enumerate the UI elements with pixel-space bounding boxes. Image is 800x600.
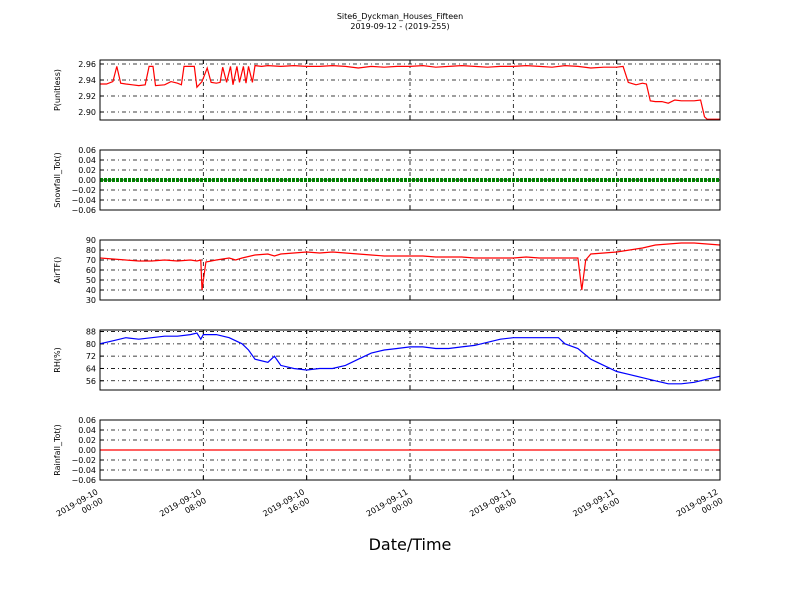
y-tick-label: −0.02 bbox=[71, 456, 96, 465]
y-axis-label: AirTF() bbox=[53, 257, 62, 284]
series-line bbox=[100, 332, 720, 385]
panel-2: 0.060.040.020.00−0.02−0.04−0.06 Snowfall_… bbox=[53, 146, 721, 215]
y-tick-label: 64 bbox=[86, 364, 96, 373]
y-axis-label: Snowfall_Tot() bbox=[53, 152, 62, 208]
y-tick-label: −0.06 bbox=[71, 206, 96, 215]
y-axis-label: P(unitless) bbox=[53, 69, 62, 111]
y-tick-label: −0.04 bbox=[71, 196, 96, 205]
y-tick-label: 80 bbox=[86, 340, 96, 349]
y-tick-label: 30 bbox=[86, 296, 96, 305]
series-line bbox=[100, 242, 720, 291]
y-tick-label: 0.04 bbox=[78, 156, 96, 165]
panel-frame bbox=[99, 329, 721, 391]
panel-4: 88 80 72 64 56 RH(%) bbox=[53, 328, 721, 391]
panel-frame bbox=[99, 419, 721, 481]
y-tick-label: 0.06 bbox=[78, 416, 96, 425]
y-tick-label: 2.90 bbox=[78, 108, 96, 117]
y-tick-label: 0.00 bbox=[78, 446, 96, 455]
panel-frame bbox=[99, 239, 721, 301]
y-tick-label: −0.02 bbox=[71, 186, 96, 195]
panel-1: 2.90 2.92 2.94 2.96 P(unitless) bbox=[53, 59, 721, 121]
y-tick-label: −0.04 bbox=[71, 466, 96, 475]
y-tick-label: 0.04 bbox=[78, 426, 96, 435]
panel-frame bbox=[99, 59, 721, 121]
panel-frame bbox=[99, 149, 721, 211]
panel-5: 0.060.040.020.00−0.02−0.04−0.06 Rainfall_… bbox=[53, 416, 721, 485]
y-tick-label: 0.00 bbox=[78, 176, 96, 185]
y-tick-label: 80 bbox=[86, 246, 96, 255]
y-tick-label: 50 bbox=[86, 276, 96, 285]
y-tick-label: −0.06 bbox=[71, 476, 96, 485]
y-tick-label: 40 bbox=[86, 286, 96, 295]
y-tick-label: 60 bbox=[86, 266, 96, 275]
y-axis-label: Rainfall_Tot() bbox=[53, 424, 62, 476]
y-tick-label: 72 bbox=[86, 352, 96, 361]
y-tick-label: 88 bbox=[86, 328, 96, 337]
y-tick-label: 0.02 bbox=[78, 436, 96, 445]
y-tick-label: 2.94 bbox=[78, 76, 96, 85]
y-tick-label: 56 bbox=[86, 377, 96, 386]
x-axis-label: Date/Time bbox=[369, 535, 452, 554]
y-axis-label: RH(%) bbox=[53, 347, 62, 372]
y-tick-label: 90 bbox=[86, 236, 96, 245]
y-tick-label: 0.02 bbox=[78, 166, 96, 175]
panels: 2.902.922.942.96P(unitless)0.060.040.020… bbox=[53, 59, 721, 485]
y-tick-label: 70 bbox=[86, 256, 96, 265]
series-line bbox=[100, 64, 720, 120]
chart-title: Site6_Dyckman_Houses_Fifteen bbox=[337, 12, 463, 21]
y-tick-label: 0.06 bbox=[78, 146, 96, 155]
y-tick-label: 2.96 bbox=[78, 60, 96, 69]
chart-subtitle: 2019-09-12 - (2019-255) bbox=[350, 22, 449, 31]
y-tick-label: 2.92 bbox=[78, 92, 96, 101]
